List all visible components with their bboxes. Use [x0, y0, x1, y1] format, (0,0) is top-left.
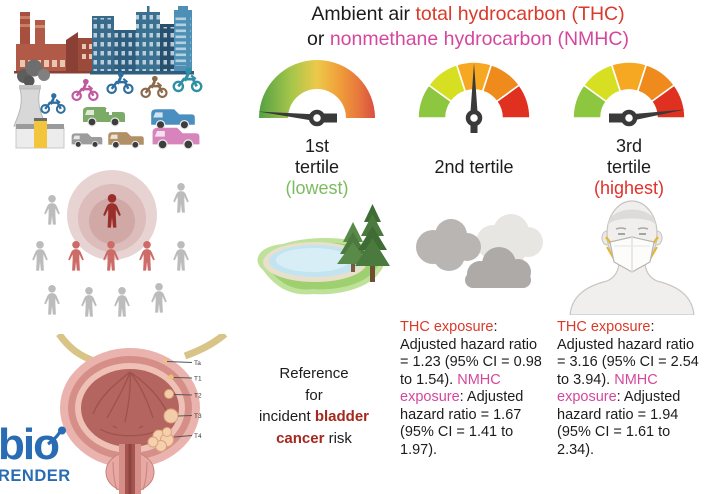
stage-label-t1: T1	[194, 376, 202, 383]
figure-title: Ambient air total hydrocarbon (THC) or n…	[234, 2, 702, 52]
stage-label-ta: Ta	[194, 360, 201, 367]
needle	[628, 109, 685, 122]
needle-pivot	[620, 109, 638, 127]
reference-text: Reference for incident bladder cancer ri…	[258, 365, 370, 447]
t4-tumor	[147, 427, 174, 452]
thc-hazard-ratio: Adjusted hazard ratio = 3.16 (95% CI = 2…	[557, 336, 699, 388]
cloud-gray	[416, 219, 481, 271]
gauge-3-label: 3rd tertile (highest)	[554, 136, 704, 199]
bladder-lumen	[81, 369, 179, 447]
gauge-dial-mid-icon	[417, 61, 531, 133]
stage-labels: Ta T1 T2 T3 T4	[194, 360, 202, 440]
bladder-tumor-stages-icon: Ta T1 T2 T3 T4	[56, 334, 228, 494]
gauge-3-qualifier: (highest)	[593, 178, 665, 198]
title-line-2: or nonmethane hydrocarbon (NMHC)	[307, 28, 629, 50]
city-skyline-icon	[90, 6, 194, 75]
gauge-3rd-tertile: 3rd tertile (highest)	[554, 54, 704, 199]
stage-label-t2: T2	[194, 393, 202, 400]
stage-label-t3: T3	[194, 413, 202, 420]
needle-pivot	[465, 109, 483, 127]
gauge-2nd-tertile: 2nd tertile	[399, 54, 549, 178]
nmhc-hazard-ratio: Adjusted hazard ratio = 1.94 (95% CI = 1…	[557, 389, 681, 458]
cancer-highlight: cancer	[276, 429, 325, 447]
biorender-logo-flagellum-icon	[47, 426, 66, 446]
bladder-highlight: bladder	[314, 408, 370, 425]
gauge-2-label: 2nd tertile	[434, 157, 514, 177]
hair	[608, 209, 656, 226]
needle-tail	[323, 113, 337, 123]
rugae-folds	[92, 371, 168, 437]
results-3rd-tertile: THC exposure: Adjusted hazard ratio = 3.…	[557, 319, 699, 458]
needle-tail	[609, 113, 623, 123]
stage-label-t4: T4	[194, 433, 202, 440]
needle-pivot	[308, 109, 326, 127]
ureter-right	[183, 334, 228, 360]
gauge-1st-tertile: 1st tertile (lowest)	[242, 54, 392, 199]
leader-lines	[166, 361, 193, 438]
industrial-building-icon	[15, 118, 65, 149]
nmhc-exposure-label: NMHC exposure	[400, 371, 501, 406]
biorender-logo-render: RENDER	[0, 467, 71, 485]
results-2nd-tertile: THC exposure: Adjusted hazard ratio = 1.…	[400, 319, 542, 458]
biorender-logo: bio RENDER	[0, 423, 78, 486]
thc-hazard-ratio: Adjusted hazard ratio = 1.23 (95% CI = 0…	[400, 336, 542, 388]
ureter-left	[56, 334, 99, 366]
title-line-1: Ambient air total hydrocarbon (THC)	[311, 3, 625, 25]
thc-exposure-label: THC exposure	[400, 319, 494, 335]
exposure-halo	[67, 170, 157, 260]
masked-person-icon	[569, 200, 695, 315]
nmhc-hazard-ratio: Adjusted hazard ratio = 1.67 (95% CI = 1…	[400, 389, 524, 458]
needle-tail	[470, 120, 478, 133]
needle	[470, 63, 478, 116]
population-cohort-icon	[32, 170, 189, 317]
pine-trees-icon	[337, 204, 390, 282]
factory-icon	[14, 12, 96, 74]
thc-exposure-label: THC exposure	[557, 319, 651, 335]
cloud-dark	[465, 247, 531, 288]
vehicles-icon	[71, 106, 201, 150]
clean-lake-trees-icon	[257, 204, 390, 295]
cooling-tower-icon	[13, 59, 50, 127]
gauge-1-qualifier: (lowest)	[285, 178, 349, 198]
gauge-1-label: 1st tertile (lowest)	[242, 136, 392, 199]
smog-clouds-icon	[416, 214, 543, 288]
gauge-dial-high-icon	[572, 61, 686, 127]
needle	[258, 111, 318, 122]
tumor-stages	[147, 359, 179, 452]
nmhc-exposure-label: NMHC exposure	[557, 371, 658, 406]
city-pollution-sources-icon	[13, 6, 203, 150]
gauge-dial-low-icon	[258, 60, 375, 127]
